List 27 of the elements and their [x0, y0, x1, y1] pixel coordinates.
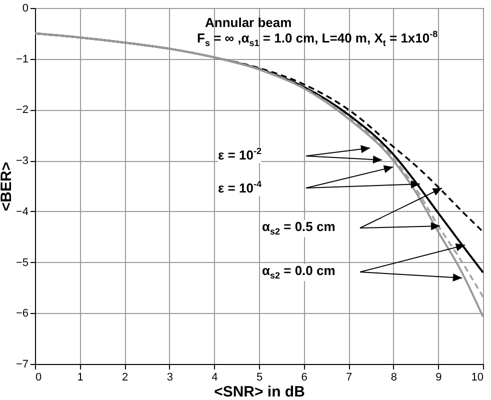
y-tick-label: 0: [22, 2, 28, 14]
annotation: ε = 10$^{-4}$: [218, 179, 262, 196]
text: F$_{s}$ = ∞ ,α$_{s1}$ = 1.0 cm, L=40 m, X$_{t}$ = 1x10$^{-8}$: [197, 29, 438, 49]
x-tick-label: 7: [346, 372, 352, 384]
x-tick-label: 10: [471, 372, 484, 384]
y-tick-label: −3: [16, 155, 28, 168]
x-tick-label: 9: [436, 372, 442, 384]
y-tick-label: −5: [16, 256, 28, 269]
annotation: α$_{s2}$ = 0.0 cm: [262, 263, 336, 282]
y-tick-label: −2: [16, 104, 28, 116]
x-tick-label: 0: [36, 372, 42, 384]
x-tick-label: 8: [390, 372, 397, 384]
y-tick-label: −7: [16, 358, 28, 370]
y-tick-label: −6: [16, 308, 28, 320]
x-tick-label: 4: [212, 372, 218, 384]
x-tick-label: 5: [256, 372, 263, 384]
x-tick-label: 6: [301, 372, 308, 384]
text: Annular beam: [205, 15, 292, 30]
x-axis-title: <SNR> in dB: [214, 384, 306, 400]
annotation: α$_{s2}$ = 0.5 cm: [262, 219, 336, 238]
x-tick-label: 3: [166, 372, 173, 384]
y-tick-label: −4: [16, 206, 28, 218]
y-axis-title: <BER>: [0, 162, 15, 212]
y-tick-label: −1: [16, 53, 28, 66]
annotation: ε = 10$^{-2}$: [218, 146, 262, 163]
x-tick-label: 1: [77, 372, 84, 384]
x-tick-label: 2: [122, 372, 128, 384]
